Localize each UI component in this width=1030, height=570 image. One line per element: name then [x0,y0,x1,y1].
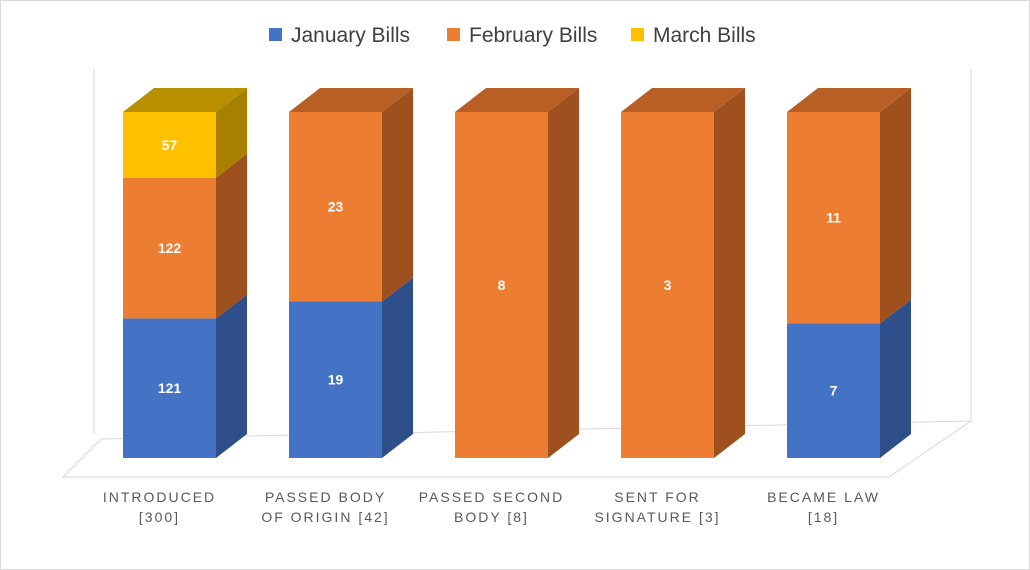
floor-plane [61,420,973,478]
category-label: INTRODUCED [103,489,216,505]
bar-segment [787,323,880,458]
bar-segment [289,301,382,458]
category-label: [300] [139,509,180,525]
legend-swatch [269,28,282,41]
bar-top [787,88,911,112]
data-label: 8 [498,277,506,293]
bar-segment [123,112,216,178]
bar-side [880,299,911,458]
bar-side [880,88,911,324]
category-label: SIGNATURE [3] [594,509,720,525]
category-label: OF ORIGIN [42] [261,509,389,525]
bar-side [548,88,579,458]
bar-side [216,88,247,178]
category-label: SENT FOR [614,489,701,505]
category-label: PASSED BODY [265,489,386,505]
legend-swatch [631,28,644,41]
data-label: 19 [328,372,344,388]
bar-segment [123,318,216,458]
data-label: 121 [158,380,182,396]
bar-side [382,277,413,458]
bar-side [714,88,745,458]
data-label: 23 [328,199,344,215]
bar-segment [455,112,548,458]
bar-segment [621,112,714,458]
data-label: 122 [158,240,182,256]
data-label: 7 [830,383,838,399]
legend-label: February Bills [469,24,597,47]
bar-side [216,294,247,458]
data-label: 11 [826,210,841,226]
category-label: BECAME LAW [767,489,880,505]
bar-top [621,88,745,112]
bar-top [289,88,413,112]
legend-label: January Bills [291,24,410,47]
data-label: 57 [162,137,178,153]
bar-top [455,88,579,112]
bar-segment [787,112,880,324]
legend-swatch [447,28,460,41]
bar-segment [123,177,216,319]
bar-segment [289,112,382,302]
bar-side [216,153,247,319]
category-label: BODY [8] [454,509,529,525]
category-label: PASSED SECOND [419,489,565,505]
data-label: 3 [664,277,672,293]
category-label: [18] [808,509,839,525]
bar-side [382,88,413,302]
bar-top [123,88,247,112]
legend-label: March Bills [653,24,756,47]
